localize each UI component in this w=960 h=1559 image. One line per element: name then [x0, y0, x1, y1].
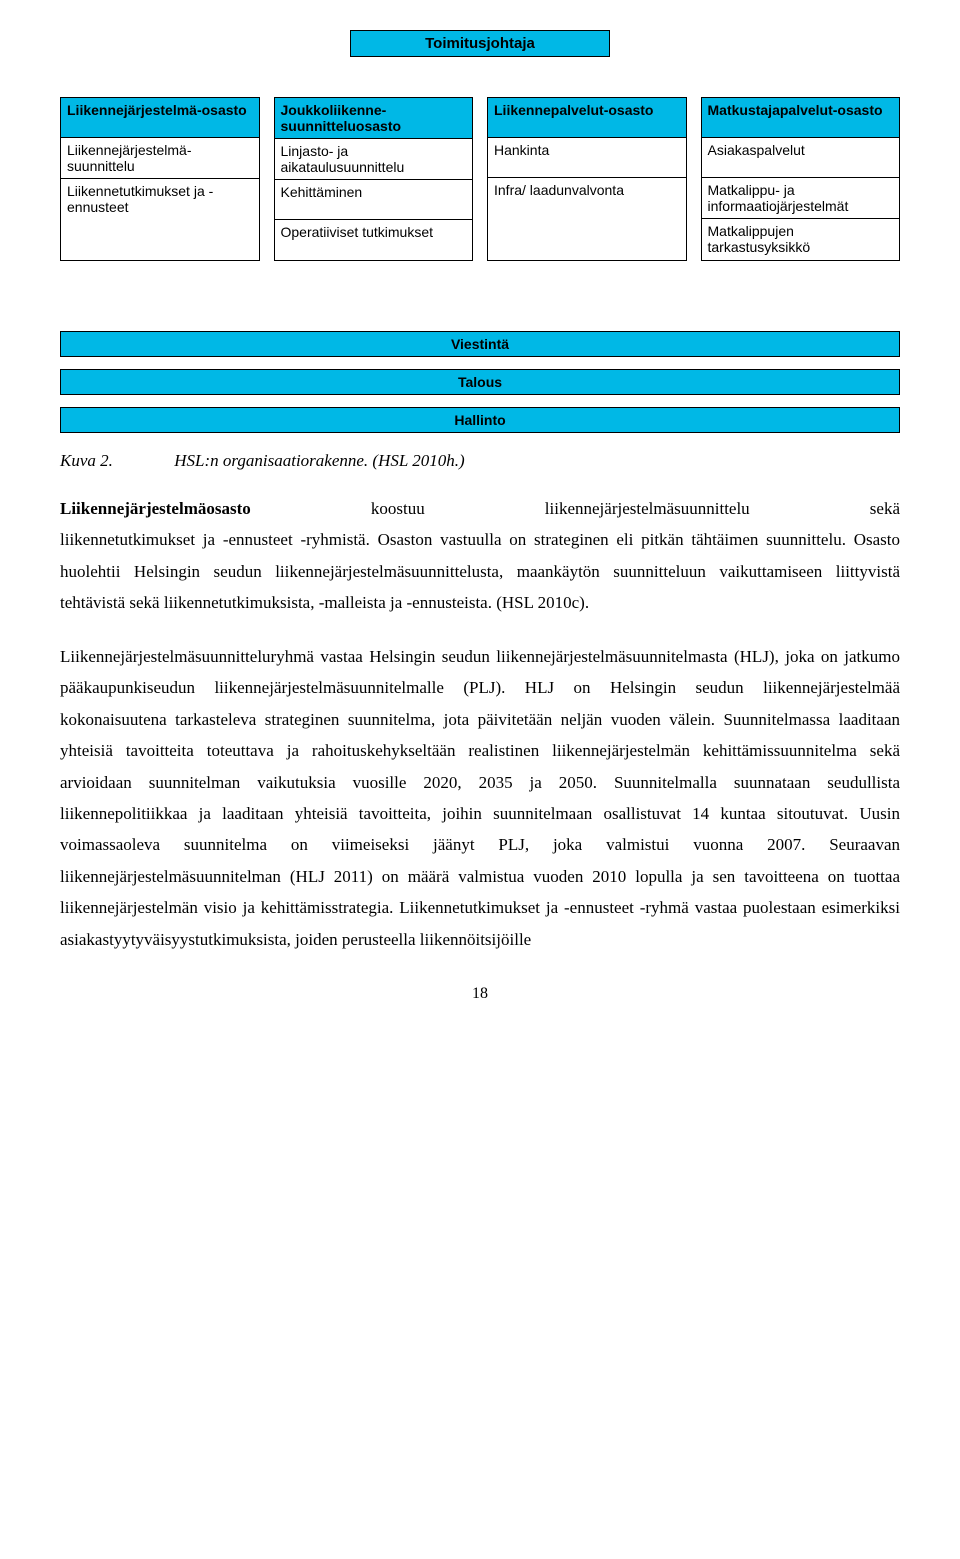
org-dept-0: Liikennejärjestelmä-osasto Liikennejärje…: [60, 97, 260, 261]
org-dept-1-cell-0: Linjasto- ja aikataulusuunnittelu: [275, 139, 473, 180]
figure-caption-text: HSL:n organisaatiorakenne. (HSL 2010h.): [174, 451, 464, 470]
org-top-box: Toimitusjohtaja: [350, 30, 610, 57]
org-dept-2-cell-1: Infra/ laadunvalvonta: [488, 178, 686, 218]
org-dept-3-cell-2: Matkalippujen tarkastusyksikkö: [702, 219, 900, 259]
org-dept-1-cell-1: Kehittäminen: [275, 180, 473, 220]
org-dept-1-head: Joukkoliikenne-suunnitteluosasto: [275, 98, 473, 139]
org-dept-2: Liikennepalvelut-osasto Hankinta Infra/ …: [487, 97, 687, 261]
page-number: 18: [60, 985, 900, 1003]
org-dept-3-head: Matkustajapalvelut-osasto: [702, 98, 900, 138]
figure-caption: Kuva 2. HSL:n organisaatiorakenne. (HSL …: [60, 451, 900, 471]
figure-caption-label: Kuva 2.: [60, 451, 170, 471]
org-dept-3-cell-1: Matkalippu- ja informaatiojärjestelmät: [702, 178, 900, 219]
org-wide-0: Viestintä: [60, 331, 900, 357]
org-wide-2: Hallinto: [60, 407, 900, 433]
para1-lead-d: sekä: [870, 493, 900, 524]
para1-rest: liikennetutkimukset ja -ennusteet -ryhmi…: [60, 530, 900, 612]
para1-lead-b: koostuu: [371, 493, 425, 524]
org-dept-2-head: Liikennepalvelut-osasto: [488, 98, 686, 138]
paragraph-1: Liikennejärjestelmäosasto koostuu liiken…: [60, 493, 900, 619]
para1-lead-c: liikennejärjestelmäsuunnittelu: [545, 493, 750, 524]
org-dept-3: Matkustajapalvelut-osasto Asiakaspalvelu…: [701, 97, 901, 261]
org-wide-1: Talous: [60, 369, 900, 395]
org-top-label: Toimitusjohtaja: [425, 35, 535, 52]
org-dept-2-cell-0: Hankinta: [488, 138, 686, 178]
org-dept-row: Liikennejärjestelmä-osasto Liikennejärje…: [60, 97, 900, 261]
paragraph-2: Liikennejärjestelmäsuunnitteluryhmä vast…: [60, 641, 900, 955]
org-dept-1-cell-2: Operatiiviset tutkimukset: [275, 220, 473, 260]
body-text: Liikennejärjestelmäosasto koostuu liiken…: [60, 493, 900, 955]
org-dept-1: Joukkoliikenne-suunnitteluosasto Linjast…: [274, 97, 474, 261]
org-dept-0-cell-1: Liikennetutkimukset ja -ennusteet: [61, 179, 259, 219]
org-dept-3-cell-0: Asiakaspalvelut: [702, 138, 900, 178]
org-dept-0-head: Liikennejärjestelmä-osasto: [61, 98, 259, 138]
para1-lead-a: Liikennejärjestelmäosasto: [60, 493, 251, 524]
org-dept-0-cell-0: Liikennejärjestelmä-suunnittelu: [61, 138, 259, 179]
